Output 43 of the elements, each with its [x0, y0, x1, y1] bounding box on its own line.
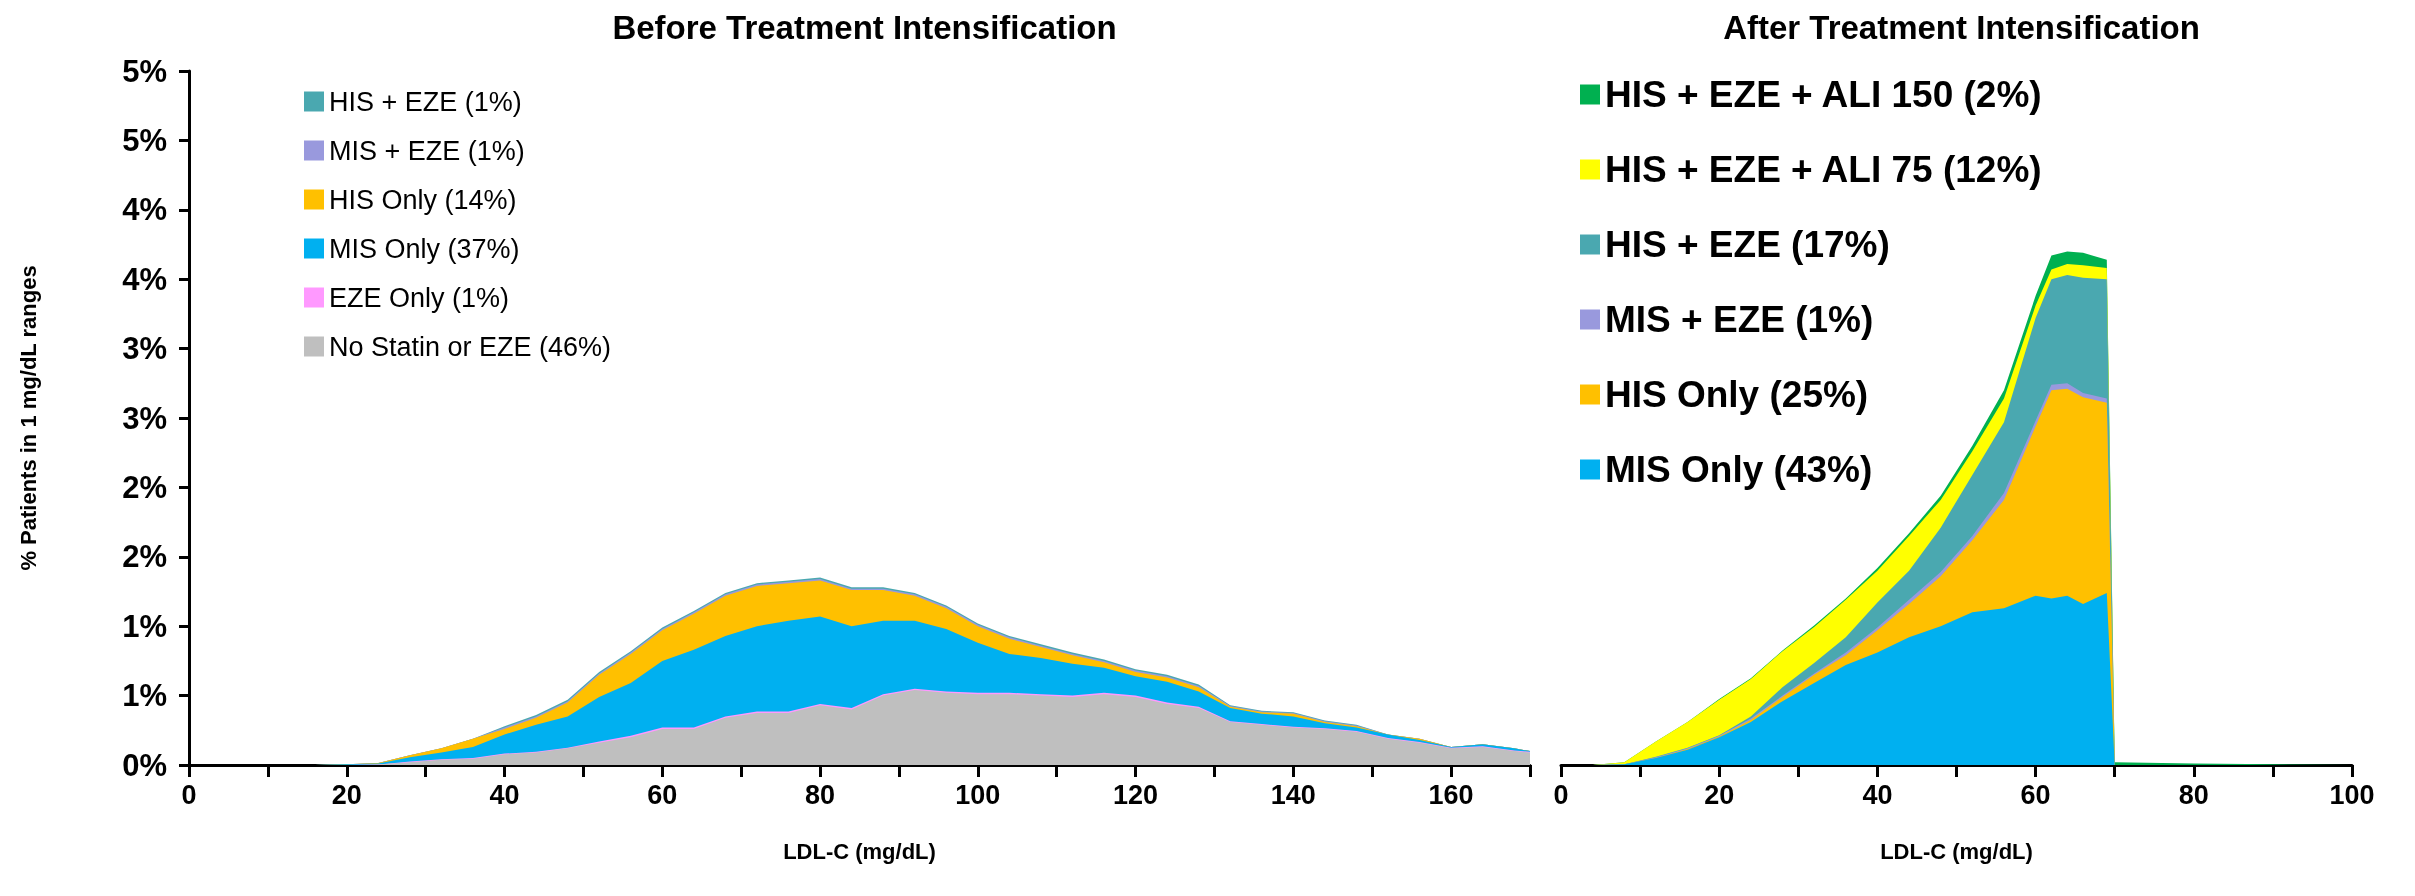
y-tick-label: 1% — [122, 678, 167, 714]
chart-title: After Treatment Intensification — [1723, 9, 2200, 46]
legend-label: HIS + EZE (1%) — [329, 86, 522, 117]
x-tick-label: 40 — [1862, 779, 1893, 810]
y-tick-label: 0% — [122, 747, 167, 783]
legend-label: MIS + EZE (1%) — [1605, 299, 1874, 340]
x-tick-label: 80 — [805, 779, 836, 810]
x-axis-title: LDL-C (mg/dL) — [1880, 838, 2033, 864]
y-tick-label: 2% — [122, 539, 167, 575]
y-tick-label: 5% — [122, 53, 167, 89]
legend-label: MIS Only (43%) — [1605, 449, 1873, 490]
x-axis-title: LDL-C (mg/dL) — [783, 838, 936, 864]
x-tick-label: 40 — [489, 779, 520, 810]
y-tick-label: 4% — [122, 261, 167, 297]
legend-label: MIS + EZE (1%) — [329, 135, 525, 166]
y-tick-label: 4% — [122, 192, 167, 228]
x-tick-label: 100 — [955, 779, 1001, 810]
y-tick-label: 1% — [122, 608, 167, 644]
x-tick-label: 60 — [2020, 779, 2051, 810]
y-axis-title: % Patients in 1 mg/dL ranges — [15, 265, 41, 571]
legend-label: MIS Only (37%) — [329, 233, 520, 264]
x-tick-label: 20 — [1704, 779, 1735, 810]
x-tick-label: 0 — [1553, 779, 1569, 810]
legend-label: HIS + EZE + ALI 75 (12%) — [1605, 149, 2042, 190]
x-tick-label: 100 — [2329, 779, 2375, 810]
x-tick-label: 120 — [1113, 779, 1159, 810]
legend-label: HIS Only (25%) — [1605, 374, 1869, 415]
x-tick-label: 0 — [181, 779, 197, 810]
chart-title: Before Treatment Intensification — [612, 9, 1117, 46]
x-tick-label: 140 — [1270, 779, 1316, 810]
x-tick-label: 60 — [647, 779, 678, 810]
x-tick-label: 80 — [2178, 779, 2209, 810]
x-tick-label: 20 — [331, 779, 362, 810]
legend-label: EZE Only (1%) — [329, 282, 510, 313]
x-tick-label: 160 — [1428, 779, 1474, 810]
y-tick-label: 3% — [122, 400, 167, 436]
legend-label: HIS + EZE + ALI 150 (2%) — [1605, 74, 2042, 115]
y-tick-label: 5% — [122, 122, 167, 158]
y-tick-label: 3% — [122, 331, 167, 367]
legend-label: HIS Only (14%) — [329, 184, 517, 215]
legend-label: No Statin or EZE (46%) — [329, 331, 612, 362]
legend-label: HIS + EZE (17%) — [1605, 224, 1890, 265]
y-tick-label: 2% — [122, 469, 167, 505]
